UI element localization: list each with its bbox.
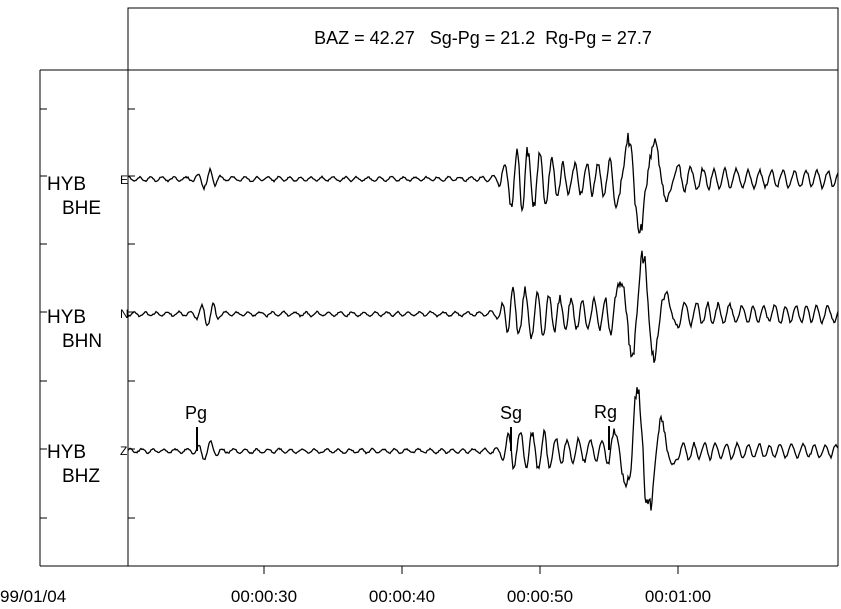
header-text: BAZ = 42.27 Sg-Pg = 21.2 Rg-Pg = 27.7 bbox=[314, 28, 652, 48]
channel-station-label-bhe: HYB bbox=[47, 174, 86, 195]
pick-label-rg: Rg bbox=[594, 402, 617, 422]
x-tick-label-3: 00:00:50 bbox=[507, 587, 573, 606]
trace-bhn bbox=[127, 250, 839, 363]
channel-component-label-bhe: BHE bbox=[62, 198, 101, 219]
channel-station-label-bhn: HYB bbox=[47, 307, 86, 328]
trace-marker-e: E bbox=[120, 173, 128, 187]
pick-label-sg: Sg bbox=[500, 403, 522, 423]
channel-component-label-bhz: BHZ bbox=[62, 466, 100, 487]
x-tick-label-2: 00:00:40 bbox=[369, 587, 435, 606]
date-label: 99/01/04 bbox=[0, 587, 66, 606]
x-tick-label-1: 00:00:30 bbox=[231, 587, 297, 606]
trace-bhz bbox=[127, 387, 839, 511]
trace-bhe bbox=[127, 132, 839, 234]
pick-label-pg: Pg bbox=[185, 403, 207, 423]
left-ticks bbox=[40, 108, 47, 519]
trace-marker-z: Z bbox=[120, 444, 127, 458]
trace-marker-n: N bbox=[120, 307, 129, 321]
channel-station-label-bhz: HYB bbox=[47, 442, 86, 463]
channel-component-label-bhn: BHN bbox=[62, 331, 102, 352]
time-ticks bbox=[263, 566, 679, 574]
x-tick-label-4: 00:01:00 bbox=[645, 587, 711, 606]
right-ticks bbox=[128, 108, 135, 519]
